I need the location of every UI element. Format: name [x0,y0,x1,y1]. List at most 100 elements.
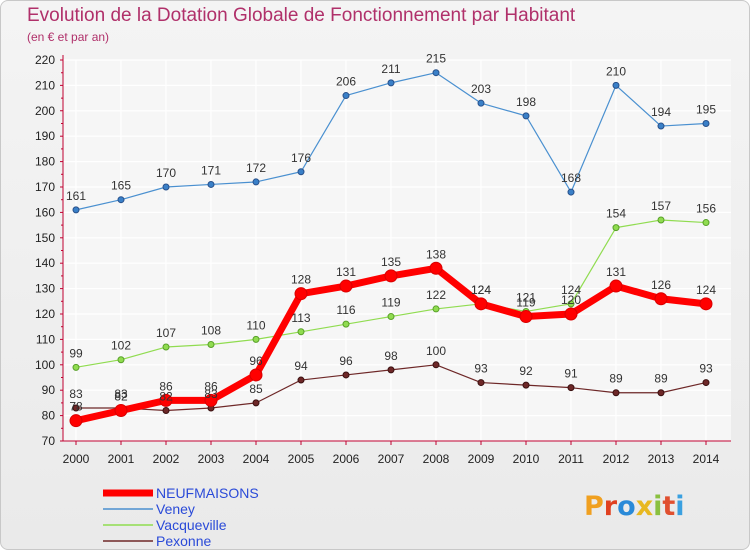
logo-letter: x [635,491,654,522]
logo-letter: r [603,491,618,522]
data-label-neufmaisons: 78 [69,400,83,414]
data-point-vacqueville [117,356,125,364]
proxiti-logo: Proxiti [584,491,685,522]
x-tick-label: 2008 [423,452,450,466]
data-label-pexonne: 93 [474,362,488,376]
data-point-neufmaisons [204,393,218,407]
y-tick-label: 210 [35,78,55,92]
logo-letter: i [675,491,685,522]
x-tick-label: 2007 [378,452,405,466]
x-tick-label: 2012 [603,452,630,466]
data-label-vacqueville: 116 [336,303,355,317]
data-label-veney: 171 [201,163,221,177]
data-label-neufmaisons: 131 [336,265,356,279]
data-label-veney: 210 [606,64,626,78]
data-label-vacqueville: 156 [696,202,716,216]
data-label-neufmaisons: 128 [291,273,311,287]
data-point-veney [297,168,305,176]
data-point-neufmaisons [339,279,353,293]
data-label-pexonne: 100 [426,344,446,358]
x-tick-label: 2005 [288,452,315,466]
data-point-neufmaisons [519,310,533,324]
data-label-neufmaisons: 126 [651,278,671,292]
data-label-neufmaisons: 138 [426,247,446,261]
legend-label-pexonne: Pexonne [156,533,211,549]
data-point-pexonne [657,389,665,397]
data-label-veney: 176 [291,151,311,165]
data-point-veney [612,81,620,89]
x-tick-label: 2010 [513,452,540,466]
data-point-veney [387,79,395,87]
data-label-neufmaisons: 82 [114,390,128,404]
data-label-veney: 198 [516,95,536,109]
x-tick-label: 2013 [648,452,675,466]
data-label-vacqueville: 119 [381,296,400,310]
data-point-neufmaisons [474,297,488,311]
data-point-neufmaisons [114,404,128,418]
data-label-pexonne: 98 [384,349,398,363]
data-label-neufmaisons: 131 [606,265,626,279]
data-label-pexonne: 96 [339,354,353,368]
data-point-vacqueville [252,335,260,343]
data-label-vacqueville: 113 [291,311,310,325]
data-point-pexonne [252,399,260,407]
data-label-vacqueville: 107 [156,326,176,340]
y-tick-label: 160 [35,205,55,219]
data-point-pexonne [162,407,170,415]
data-label-pexonne: 89 [654,372,668,386]
data-point-pexonne [612,389,620,397]
data-label-pexonne: 91 [564,367,578,381]
data-point-neufmaisons [564,307,578,321]
data-point-pexonne [342,371,350,379]
data-point-neufmaisons [699,297,713,311]
y-tick-label: 190 [35,129,55,143]
logo-letter: i [653,491,663,522]
data-label-veney: 161 [66,189,86,203]
data-point-vacqueville [387,313,395,321]
data-label-pexonne: 89 [609,372,623,386]
y-tick-label: 90 [42,383,56,397]
data-label-vacqueville: 121 [516,290,536,304]
data-point-vacqueville [612,224,620,232]
data-point-vacqueville [207,340,215,348]
data-label-vacqueville: 99 [69,346,83,360]
data-point-vacqueville [432,305,440,313]
x-tick-label: 2006 [333,452,360,466]
data-label-vacqueville: 124 [561,283,581,297]
data-label-neufmaisons: 120 [561,293,581,307]
x-tick-label: 2009 [468,452,495,466]
data-point-veney [342,92,350,100]
data-point-neufmaisons [159,393,173,407]
chart-title: Evolution de la Dotation Globale de Fonc… [27,5,576,26]
data-label-neufmaisons: 135 [381,255,401,269]
x-tick-label: 2004 [243,452,270,466]
logo-letter: o [617,491,636,522]
data-label-vacqueville: 102 [111,339,131,353]
legend-label-veney: Veney [156,501,195,517]
data-label-pexonne: 93 [699,362,713,376]
data-label-pexonne: 83 [69,387,83,401]
data-label-vacqueville: 154 [606,207,626,221]
data-point-veney [522,112,530,120]
data-point-vacqueville [342,320,350,328]
data-point-pexonne [387,366,395,374]
x-tick-label: 2000 [63,452,90,466]
data-point-pexonne [432,361,440,369]
data-point-pexonne [72,404,80,412]
data-point-pexonne [297,376,305,384]
y-tick-label: 200 [35,104,55,118]
data-label-veney: 203 [471,82,491,96]
y-tick-label: 170 [35,180,55,194]
data-label-veney: 206 [336,75,356,89]
data-label-pexonne: 82 [159,390,173,404]
data-label-neufmaisons: 86 [159,379,173,393]
data-point-vacqueville [702,219,710,227]
data-point-pexonne [702,379,710,387]
data-label-veney: 165 [111,179,131,193]
data-point-vacqueville [567,300,575,308]
data-label-pexonne: 83 [204,387,218,401]
data-point-neufmaisons [654,292,668,306]
data-label-veney: 172 [246,161,266,175]
data-point-neufmaisons [609,279,623,293]
